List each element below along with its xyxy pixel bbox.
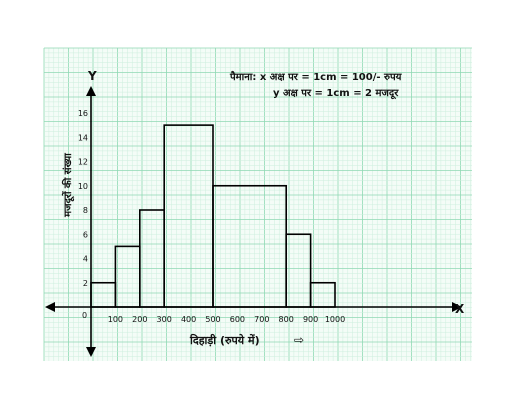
- x-tick-label: 0: [82, 311, 87, 320]
- y-axis-letter: Y: [87, 69, 97, 83]
- y-axis-label: मजदूरों की संख्या: [61, 153, 75, 218]
- x-tick-label: 600: [230, 315, 245, 324]
- x-axis-label: दिहाड़ी (रुपये में): [189, 333, 260, 347]
- y-tick-label: 14: [78, 133, 88, 142]
- y-tick-label: 4: [83, 255, 88, 264]
- x-tick-label: 700: [254, 315, 269, 324]
- scale-line-1: पैमाना: x अक्ष पर = 1cm = 100/- रुपय: [229, 70, 403, 83]
- y-tick-label: 6: [83, 230, 88, 239]
- x-tick-label: 100: [108, 315, 123, 324]
- right-arrow-icon: ⇨: [294, 333, 304, 347]
- scale-line-2: y अक्ष पर = 1cm = 2 मजदूर: [273, 88, 399, 100]
- y-tick-label: 16: [78, 109, 88, 118]
- y-tick-label: 2: [83, 279, 88, 288]
- y-tick-label: 10: [78, 182, 88, 191]
- x-axis-letter: X: [455, 302, 465, 316]
- x-tick-label: 900: [303, 315, 318, 324]
- x-tick-label: 400: [181, 315, 196, 324]
- y-tick-label: 8: [83, 206, 88, 215]
- y-tick-label: 12: [78, 158, 88, 167]
- x-tick-label: 200: [132, 315, 147, 324]
- x-tick-label: 1000: [325, 315, 345, 324]
- x-tick-label: 800: [279, 315, 294, 324]
- x-tick-label: 300: [157, 315, 172, 324]
- x-tick-label: 500: [205, 315, 220, 324]
